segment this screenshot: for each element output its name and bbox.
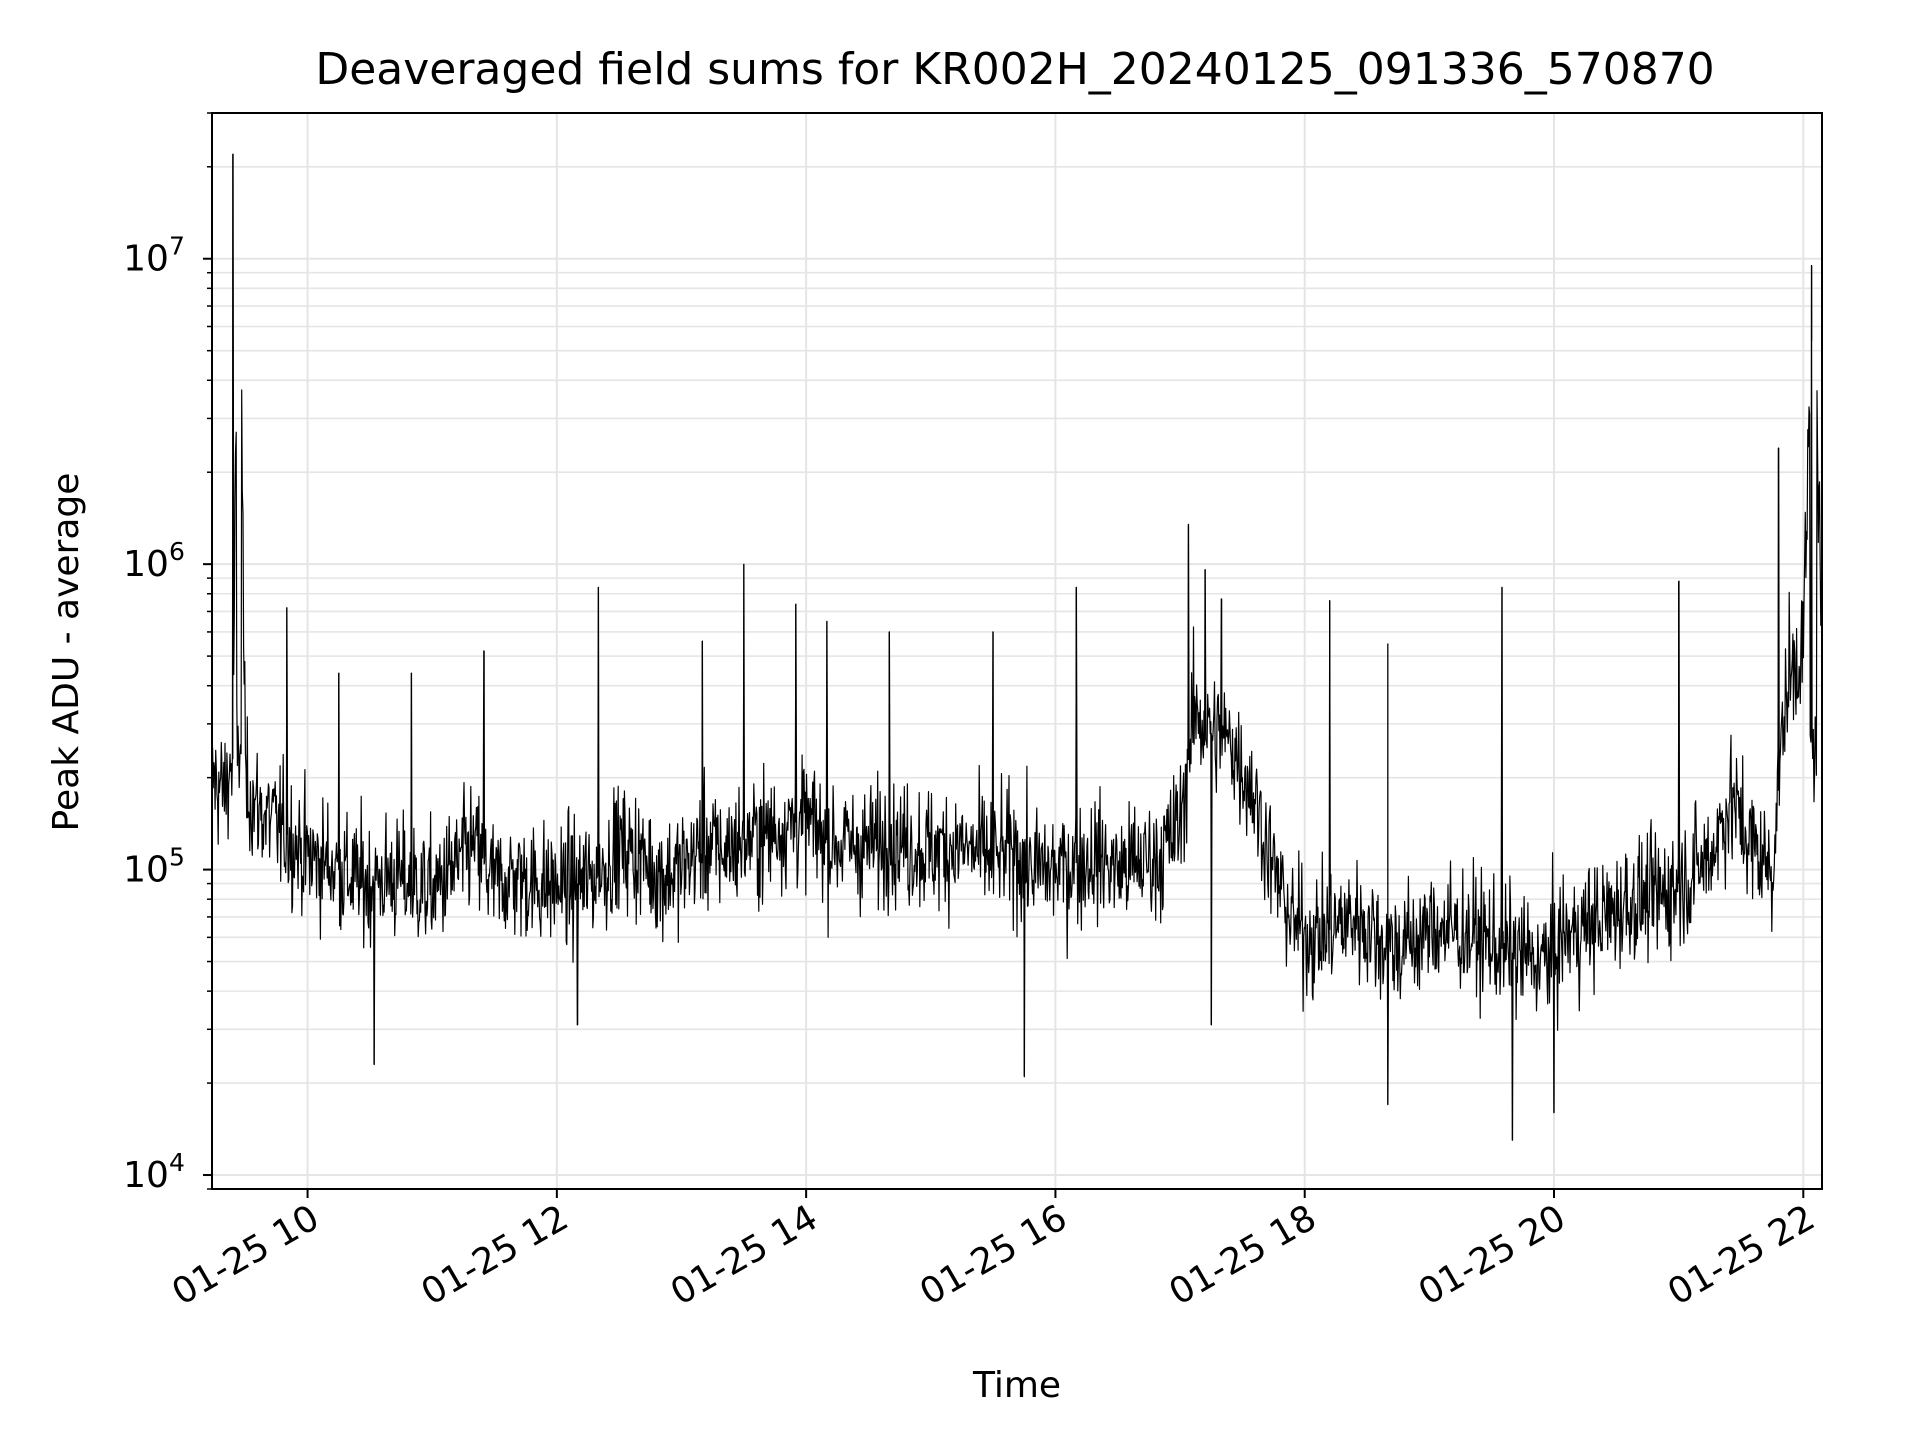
x-tick-label: 01-25 18 <box>1163 1197 1324 1313</box>
chart-title: Deaveraged field sums for KR002H_2024012… <box>315 44 1714 95</box>
y-axis-label: Peak ADU - average <box>46 473 87 832</box>
x-tick-label: 01-25 14 <box>664 1197 825 1313</box>
x-tick-label: 01-25 22 <box>1661 1197 1822 1313</box>
x-tick-label: 01-25 16 <box>913 1197 1074 1313</box>
y-tick-exponent: 7 <box>169 232 185 261</box>
x-axis-label: Time <box>972 1365 1061 1406</box>
y-tick-exponent: 4 <box>169 1148 185 1177</box>
plot-frame <box>211 112 1823 1190</box>
series-layer <box>211 153 1823 1141</box>
y-tick-label: 104 <box>123 1148 185 1196</box>
series-line <box>211 153 1823 1141</box>
y-tick-label: 106 <box>123 537 185 585</box>
y-tick-exponent: 5 <box>169 843 185 872</box>
y-tick-exponent: 6 <box>169 537 185 566</box>
y-tick-label: 107 <box>123 232 185 280</box>
y-tick-label: 105 <box>123 843 185 891</box>
grid-layer <box>212 112 1822 1190</box>
y-axis: 104 105 106 107 <box>123 112 212 1196</box>
x-tick-label: 01-25 20 <box>1412 1197 1573 1313</box>
x-tick-label: 01-25 12 <box>415 1197 576 1313</box>
x-axis: 01-25 10 01-25 12 01-25 14 01-25 16 01-25 18… <box>165 1189 1822 1314</box>
x-tick-label: 01-25 10 <box>165 1197 326 1313</box>
